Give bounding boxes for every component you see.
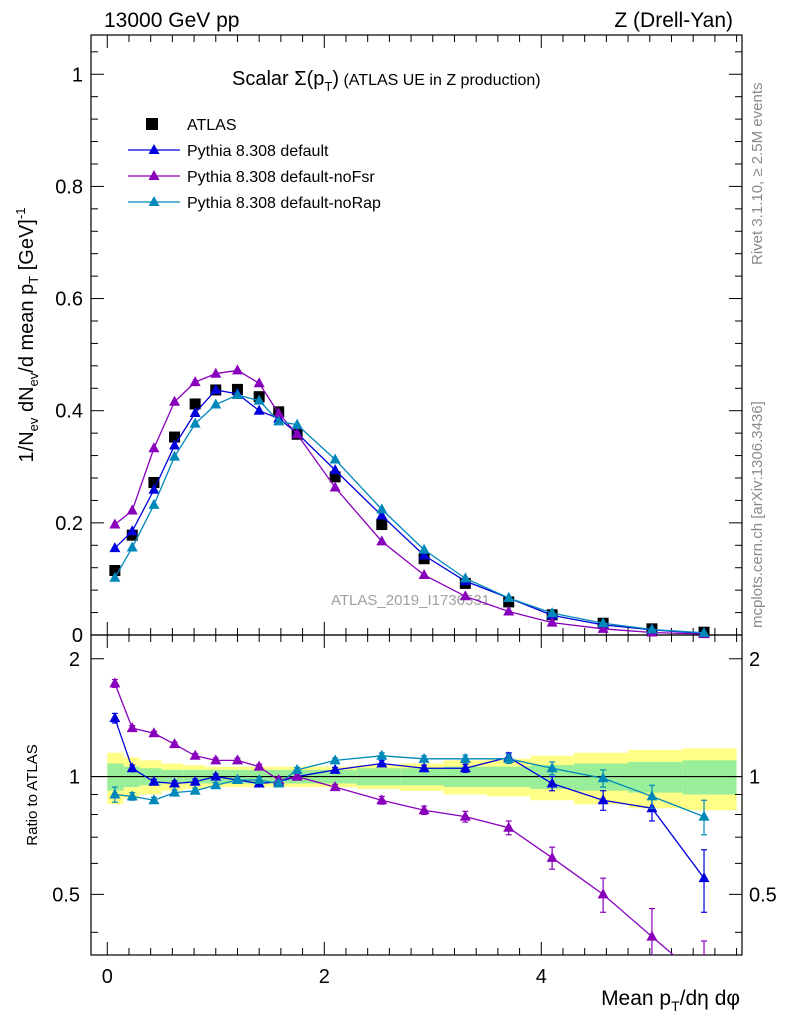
legend-label-atlas: ATLAS [187,117,237,134]
x-tick-label: 4 [536,966,547,988]
ratio-y-tick-label-right: 1 [749,767,760,789]
x-tick-label: 0 [102,966,113,988]
ratio-y-tick-label: 0.5 [52,884,80,906]
legend-label-default: Pythia 8.308 default [187,143,329,160]
chart: 13000 GeV pp Z (Drell-Yan) 0 2 400.20.40.6… [0,0,786,1024]
ratio-y-tick-label-right: 2 [749,649,760,671]
atlas-data-point [376,519,387,530]
y-tick-label: 0.2 [55,513,83,535]
legend-label-nofsr: Pythia 8.308 default-noFsr [187,169,375,186]
y-tick-label: 0.6 [55,289,83,311]
header-left: 13000 GeV pp [104,9,239,32]
ratio-y-tick-label: 1 [69,767,80,789]
y-tick-label: 1 [72,64,83,86]
legend-marker-atlas [146,118,158,130]
y-tick-label: 0 [72,625,83,647]
x-axis-label: Mean pT/dη dφ [601,987,740,1014]
y-tick-label: 0.4 [55,401,83,423]
legend-label-norap: Pythia 8.308 default-noRap [187,195,381,212]
background [0,0,786,1024]
ratio-y-axis-label: Ratio to ATLAS [24,744,41,845]
ratio-y-tick-label-right: 0.5 [749,884,777,906]
ratio-y-tick-label: 2 [69,649,80,671]
y-tick-label: 0.8 [55,176,83,198]
header-right: Z (Drell-Yan) [614,9,733,32]
band-inner [682,760,736,794]
x-tick-label: 2 [319,966,330,988]
rivet-version-label: Rivet 3.1.10, ≥ 2.5M events [749,83,766,266]
band-inner [628,762,682,793]
mcplots-label: mcplots.cern.ch [arXiv:1306.3436] [749,401,766,628]
